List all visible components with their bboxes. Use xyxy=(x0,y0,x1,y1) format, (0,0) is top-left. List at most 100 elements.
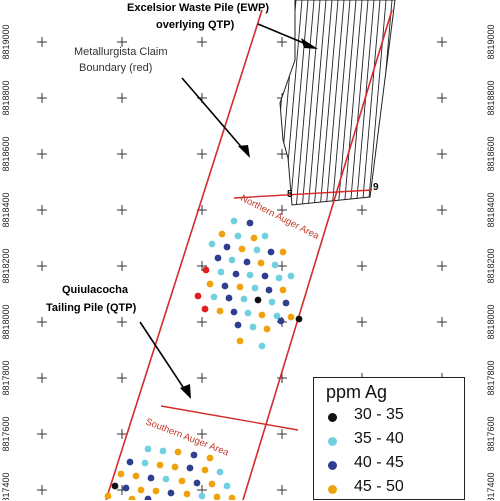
claim-label-line2: Boundary (red) xyxy=(79,62,152,74)
sample-point xyxy=(277,317,285,325)
sample-point xyxy=(261,232,269,240)
claim-boundary xyxy=(105,9,393,500)
sample-point xyxy=(234,321,242,329)
grid-cross xyxy=(37,317,47,327)
grid-cross xyxy=(117,261,127,271)
sample-point xyxy=(111,482,119,490)
grid-cross xyxy=(37,429,47,439)
grid-cross xyxy=(277,37,287,47)
tailing-label-line1: Quiulacocha xyxy=(62,284,129,296)
sample-point xyxy=(261,272,269,280)
sample-point xyxy=(183,490,191,498)
hatch-line xyxy=(295,0,315,205)
arrow-claim xyxy=(181,77,245,151)
northing-label: 8817800 xyxy=(486,360,496,395)
tailing-label-line2: Tailing Pile (QTP) xyxy=(46,302,137,314)
sample-point xyxy=(273,312,281,320)
sample-point xyxy=(174,448,182,456)
northing-label: 8818000 xyxy=(486,304,496,339)
sample-point xyxy=(144,445,152,453)
northing-label: 8818800 xyxy=(486,80,496,115)
grid-cross xyxy=(437,93,447,103)
sample-point xyxy=(141,459,149,467)
sample-point xyxy=(117,470,125,478)
northing-label: 8817400 xyxy=(486,472,496,500)
grid-cross xyxy=(437,205,447,215)
grid-cross xyxy=(117,37,127,47)
northing-labels-left: 8819000 8818800 8818600 8818400 8818200 88180… xyxy=(1,24,11,500)
sample-point xyxy=(223,482,231,490)
hatch-line xyxy=(319,0,339,205)
grid-cross xyxy=(197,261,207,271)
hatch-line xyxy=(398,0,416,210)
legend-label: 45 - 50 xyxy=(354,478,404,495)
sample-point xyxy=(287,272,295,280)
sample-point xyxy=(218,230,226,238)
sample-point xyxy=(210,293,218,301)
grid-cross xyxy=(37,149,47,159)
sample-point xyxy=(246,219,254,227)
legend-swatch-orange xyxy=(328,485,337,494)
sample-point xyxy=(178,477,186,485)
sample-point xyxy=(186,464,194,472)
sample-point xyxy=(249,323,257,331)
claim-label-line1: Metallurgista Claim xyxy=(74,46,168,58)
grid-cross xyxy=(37,205,47,215)
northing-label: 8818800 xyxy=(1,80,11,115)
hatch-line xyxy=(349,0,369,205)
grid-cross xyxy=(117,205,127,215)
hatch-line xyxy=(248,0,266,210)
northing-label: 8817400 xyxy=(1,472,11,500)
grid-cross xyxy=(117,149,127,159)
sample-point xyxy=(244,309,252,317)
legend-title: ppm Ag xyxy=(326,382,388,402)
sample-point xyxy=(230,217,238,225)
northing-label: 8819000 xyxy=(1,24,11,59)
northing-label: 8818200 xyxy=(1,248,11,283)
sample-point xyxy=(228,256,236,264)
sample-point xyxy=(246,271,254,279)
corner-label-5: 5 xyxy=(287,189,293,200)
grid-cross xyxy=(37,261,47,271)
grid-cross xyxy=(117,317,127,327)
northing-label: 8817600 xyxy=(486,416,496,451)
hatch-line xyxy=(355,0,375,205)
sample-point xyxy=(137,486,145,494)
hatch-line xyxy=(331,0,351,205)
northing-label: 8818400 xyxy=(1,192,11,227)
sample-point xyxy=(279,248,287,256)
sample-point xyxy=(263,325,271,333)
legend-label: 40 - 45 xyxy=(354,454,404,471)
auger-sample-points xyxy=(104,217,303,500)
sample-point xyxy=(171,463,179,471)
sample-point xyxy=(258,311,266,319)
northing-label: 8818000 xyxy=(1,304,11,339)
hatch-line xyxy=(343,0,363,205)
sample-point xyxy=(295,315,303,323)
sample-point xyxy=(230,308,238,316)
grid-cross xyxy=(37,37,47,47)
grid-cross xyxy=(277,485,287,495)
hatch-line xyxy=(301,0,321,205)
sample-point xyxy=(104,492,112,500)
excelsior-label-line1: Excelsior Waste Pile (EWP) xyxy=(127,2,269,14)
legend-row-35-40: 35 - 40 xyxy=(314,429,464,453)
sample-point xyxy=(201,466,209,474)
sample-point xyxy=(216,307,224,315)
sample-point xyxy=(271,261,279,269)
grid-cross xyxy=(357,317,367,327)
sample-point xyxy=(214,254,222,262)
sample-point xyxy=(122,484,130,492)
grid-cross xyxy=(277,429,287,439)
sample-point xyxy=(236,283,244,291)
sample-point xyxy=(216,468,224,476)
northing-label: 8818600 xyxy=(486,136,496,171)
hatch-line xyxy=(325,0,345,205)
sample-point xyxy=(208,240,216,248)
sample-point xyxy=(223,243,231,251)
sample-point xyxy=(236,337,244,345)
grid-cross xyxy=(197,317,207,327)
hatch-line xyxy=(391,0,395,205)
northing-label: 8818200 xyxy=(486,248,496,283)
sample-point xyxy=(190,451,198,459)
